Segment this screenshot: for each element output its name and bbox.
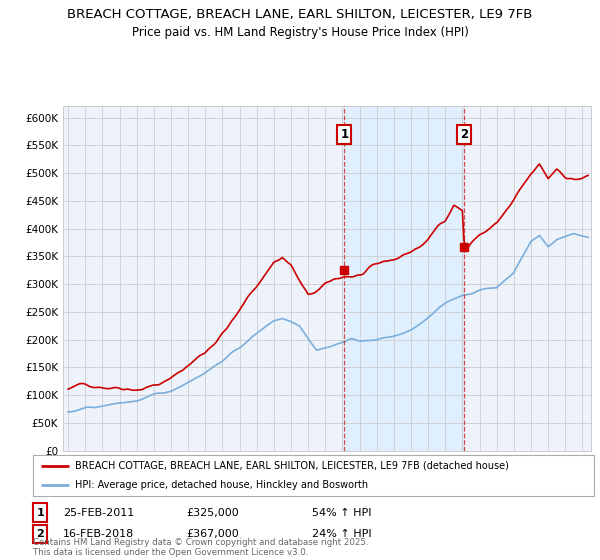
Text: 1: 1 [340, 128, 349, 141]
Text: 25-FEB-2011: 25-FEB-2011 [63, 508, 134, 518]
Text: 54% ↑ HPI: 54% ↑ HPI [312, 508, 371, 518]
Text: 16-FEB-2018: 16-FEB-2018 [63, 529, 134, 539]
Text: 2: 2 [460, 128, 469, 141]
Text: 2: 2 [37, 529, 44, 539]
Text: £325,000: £325,000 [186, 508, 239, 518]
Text: 1: 1 [37, 508, 44, 517]
Bar [344, 106, 464, 451]
Text: HPI: Average price, detached house, Hinckley and Bosworth: HPI: Average price, detached house, Hinc… [75, 480, 368, 490]
Text: BREACH COTTAGE, BREACH LANE, EARL SHILTON, LEICESTER, LE9 7FB: BREACH COTTAGE, BREACH LANE, EARL SHILTO… [67, 8, 533, 21]
Text: Price paid vs. HM Land Registry's House Price Index (HPI): Price paid vs. HM Land Registry's House … [131, 26, 469, 39]
Text: BREACH COTTAGE, BREACH LANE, EARL SHILTON, LEICESTER, LE9 7FB (detached house): BREACH COTTAGE, BREACH LANE, EARL SHILTO… [75, 461, 509, 471]
Text: Contains HM Land Registry data © Crown copyright and database right 2025.
This d: Contains HM Land Registry data © Crown c… [33, 538, 368, 557]
Text: £367,000: £367,000 [186, 529, 239, 539]
Text: 24% ↑ HPI: 24% ↑ HPI [312, 529, 371, 539]
